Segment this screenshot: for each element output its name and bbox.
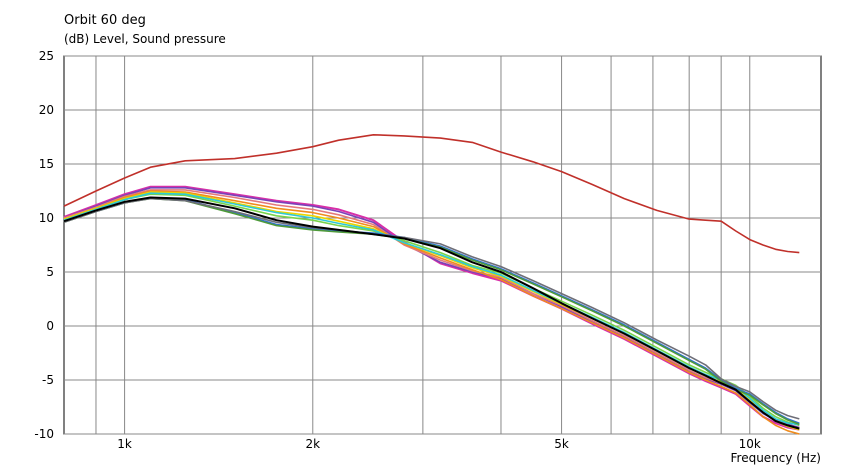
y-tick-label: 15 xyxy=(39,157,54,171)
x-tick-label: 1k xyxy=(117,437,132,451)
series-line-10 xyxy=(63,197,800,426)
x-tick-label: 5k xyxy=(554,437,569,451)
x-tick-label: 10k xyxy=(739,437,761,451)
y-tick-label: 20 xyxy=(39,103,54,117)
y-tick-label: -10 xyxy=(34,427,54,441)
y-tick-label: 10 xyxy=(39,211,54,225)
series-line-1 xyxy=(63,134,800,254)
y-tick-label: 5 xyxy=(46,265,54,279)
y-tick-label: 25 xyxy=(39,49,54,63)
y-tick-label: -5 xyxy=(42,373,54,387)
x-tick-label: 2k xyxy=(305,437,320,451)
series-line-5 xyxy=(63,190,800,435)
chart-title: Orbit 60 deg xyxy=(64,13,146,28)
y-tick-labels: -10 -5 0 5 10 15 20 25 xyxy=(34,49,54,441)
grid-lines xyxy=(64,55,821,435)
x-tick-labels: 1k 2k 5k 10k xyxy=(117,437,761,451)
x-axis-label: Frequency (Hz) xyxy=(731,451,822,465)
series-lines xyxy=(63,134,800,435)
series-line-12 xyxy=(63,196,800,430)
series-line-11 xyxy=(63,197,800,420)
y-axis-label: (dB) Level, Sound pressure xyxy=(64,32,226,46)
y-tick-label: 0 xyxy=(46,319,54,333)
